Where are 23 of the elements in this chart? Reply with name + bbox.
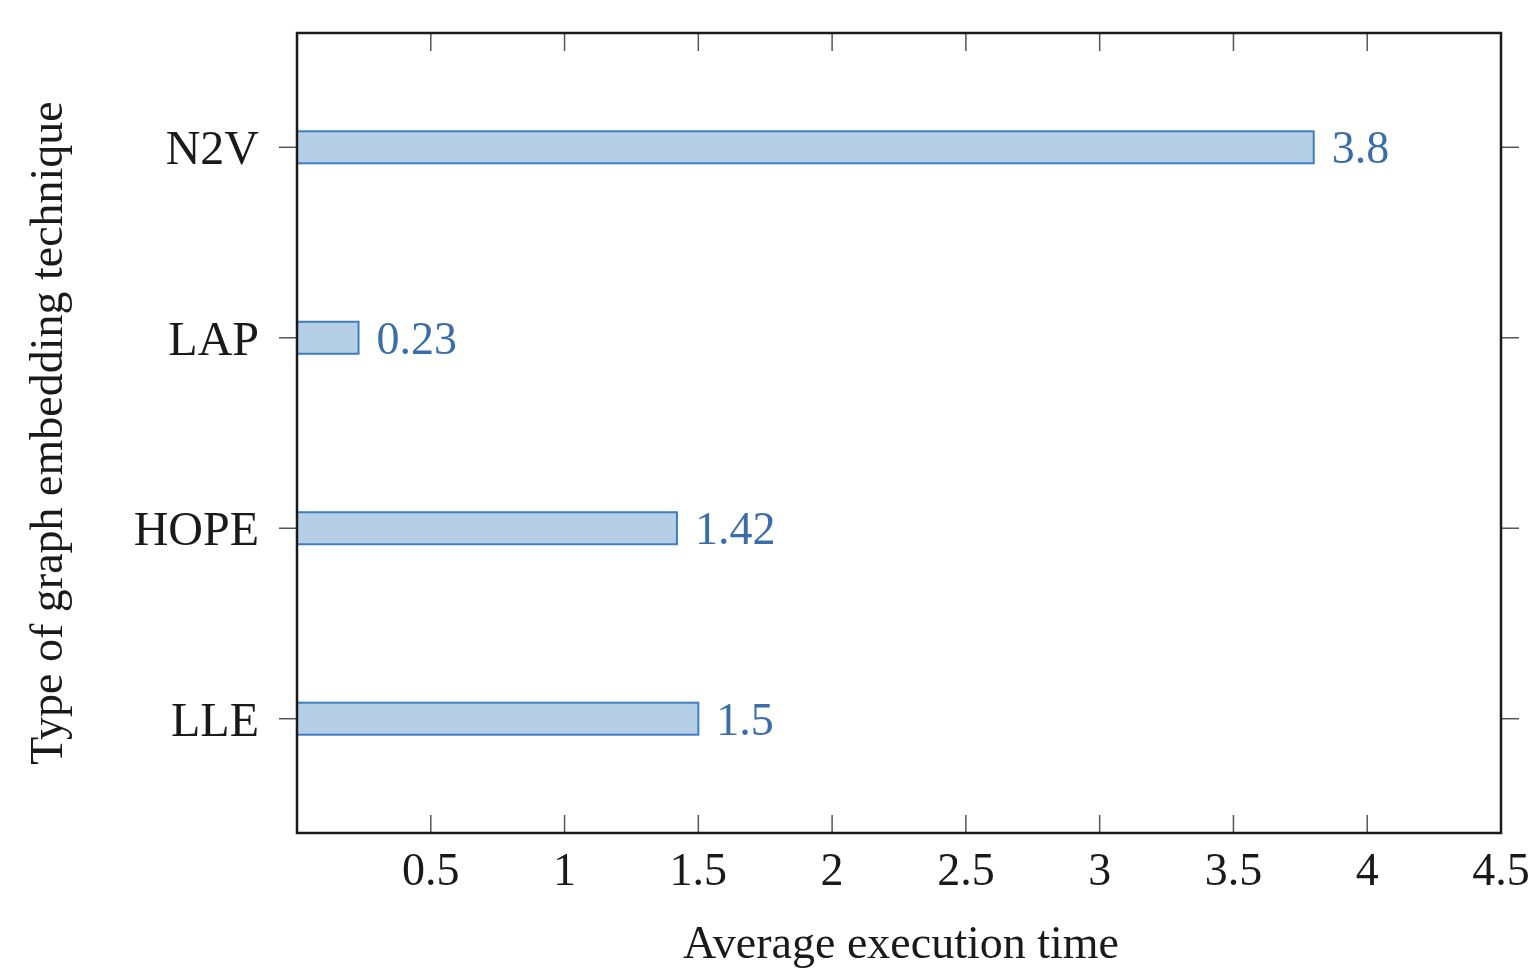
y-tick-label: LLE bbox=[171, 692, 259, 746]
data-label: 0.23 bbox=[376, 312, 458, 364]
data-label: 3.8 bbox=[1331, 122, 1390, 174]
bar bbox=[296, 701, 700, 736]
x-tick-label: 1 bbox=[553, 844, 577, 895]
y-tick-label: N2V bbox=[165, 121, 260, 175]
data-label: 1.5 bbox=[716, 693, 774, 745]
data-label: 1.42 bbox=[694, 503, 776, 555]
x-tick-label: 0.5 bbox=[402, 844, 460, 895]
x-tick-label: 3 bbox=[1088, 844, 1112, 895]
y-axis-title: Type of graph embedding technique bbox=[21, 101, 72, 765]
x-tick-label: 2.5 bbox=[937, 844, 995, 895]
x-tick-label: 4 bbox=[1355, 844, 1379, 895]
x-tick-label: 1.5 bbox=[669, 844, 728, 895]
x-axis-title: Average execution time bbox=[683, 917, 1119, 968]
bar bbox=[296, 511, 678, 546]
bar bbox=[296, 130, 1315, 165]
x-tick-label: 2 bbox=[820, 844, 844, 895]
x-tick-label: 3.5 bbox=[1204, 844, 1263, 895]
y-tick-label: HOPE bbox=[133, 502, 259, 556]
bar bbox=[296, 320, 360, 355]
y-tick-label: LAP bbox=[168, 311, 259, 365]
x-tick-label: 4.5 bbox=[1472, 844, 1530, 895]
